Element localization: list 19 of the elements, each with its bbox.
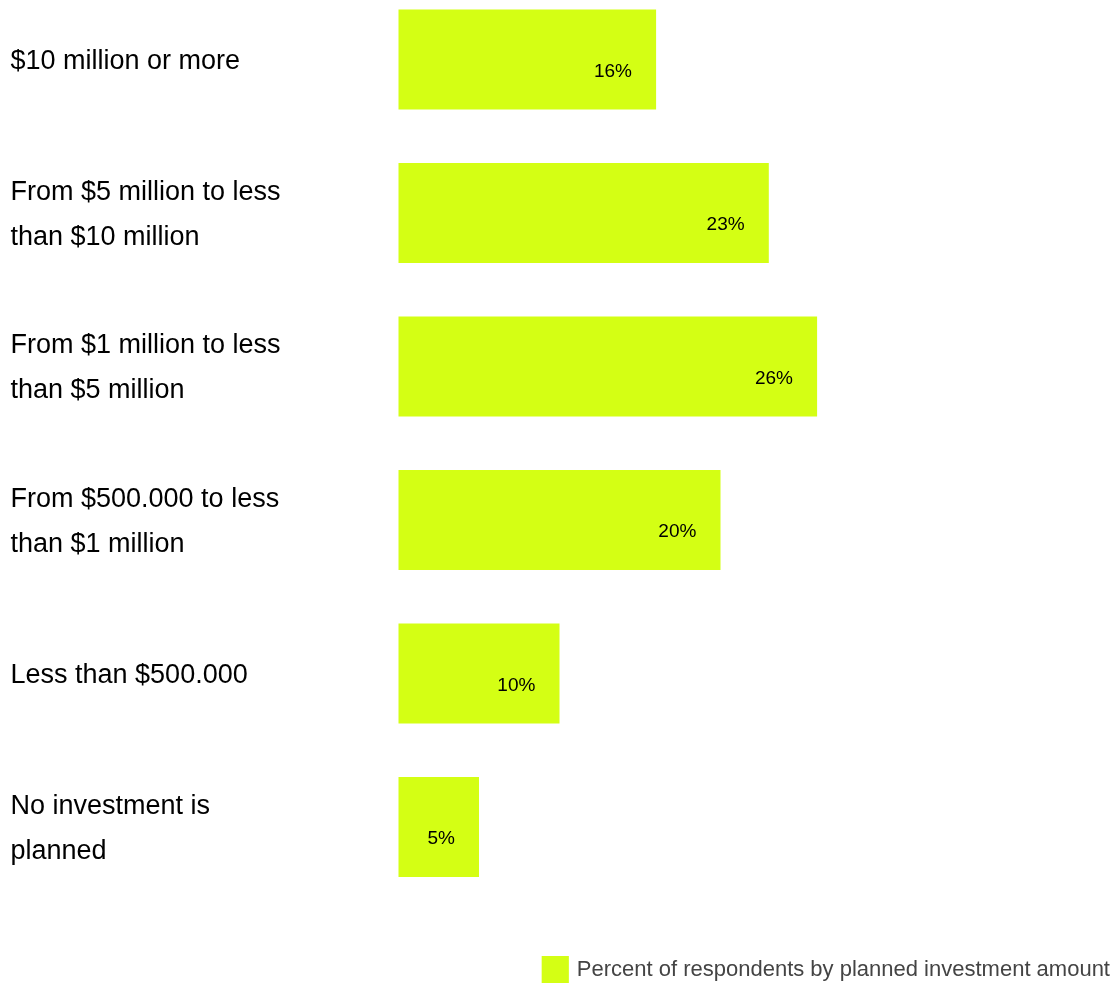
data-label: 10% bbox=[497, 673, 536, 695]
bar bbox=[398, 316, 818, 417]
legend-label: Percent of respondents by planned investment amount bbox=[576, 956, 1110, 982]
y-tick-label: From $1 million to less than $5 million bbox=[10, 329, 281, 404]
data-label: 5% bbox=[427, 827, 455, 849]
bar bbox=[398, 9, 657, 110]
bar bbox=[398, 777, 479, 877]
y-tick-label: From $5 million to less than $10 million bbox=[10, 175, 281, 251]
bar bbox=[398, 470, 721, 570]
data-label: 20% bbox=[658, 520, 697, 542]
data-label: 16% bbox=[593, 59, 633, 81]
bar bbox=[398, 163, 769, 263]
y-tick-label: From $500.000 to less than $1 million bbox=[10, 482, 280, 558]
data-label: 23% bbox=[706, 213, 745, 235]
y-tick-label: Less than $500.000 bbox=[10, 658, 248, 689]
y-tick-label: No investment is planned bbox=[10, 789, 211, 865]
data-label: 26% bbox=[754, 366, 794, 388]
bar bbox=[398, 623, 560, 724]
y-tick-label: $10 million or more bbox=[10, 44, 241, 75]
